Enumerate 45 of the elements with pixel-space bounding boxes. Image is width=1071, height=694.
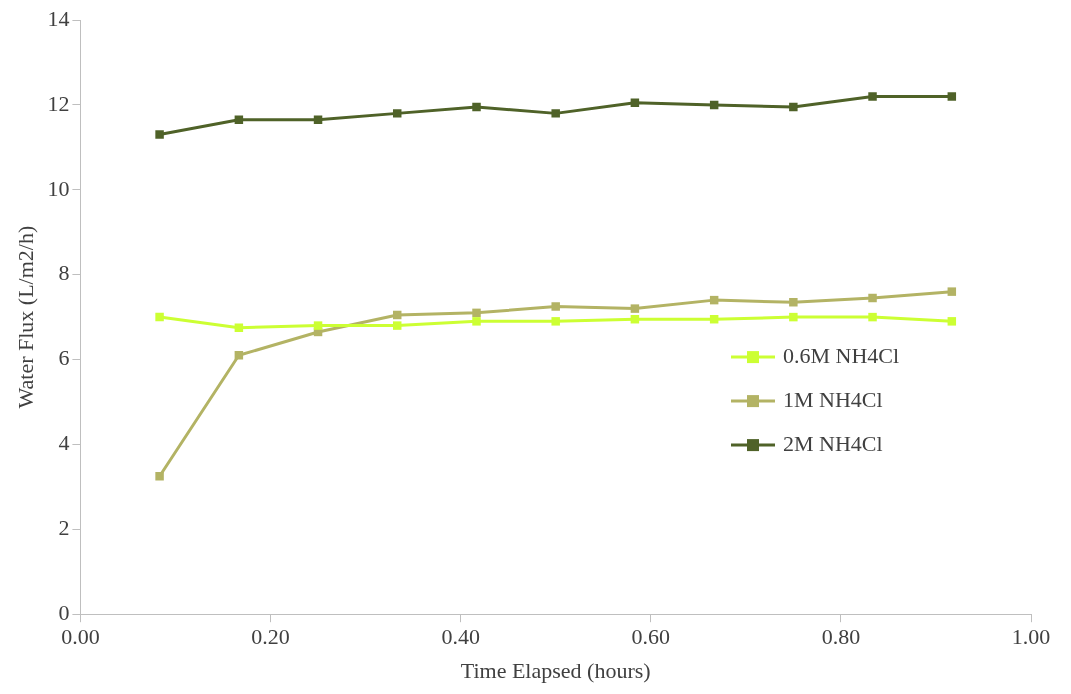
point xyxy=(472,308,481,318)
point xyxy=(868,312,877,322)
point xyxy=(472,102,481,112)
y-tick-label: 8 xyxy=(58,260,70,286)
x-tick-label: 1.00 xyxy=(1011,624,1051,650)
point xyxy=(313,321,323,330)
legend-label: 1M NH4Cl xyxy=(783,386,883,412)
point xyxy=(868,293,877,303)
y-axis-title: Water Flux (L/m2/h) xyxy=(12,225,38,409)
point xyxy=(868,92,877,101)
point xyxy=(789,312,798,322)
y-tick-label: 12 xyxy=(47,90,70,116)
point xyxy=(947,317,957,326)
point xyxy=(551,317,560,326)
point xyxy=(392,109,402,118)
x-tick-label: 0.00 xyxy=(61,624,100,650)
point xyxy=(551,109,560,118)
point xyxy=(947,287,957,296)
legend-label: 2M NH4Cl xyxy=(783,430,883,456)
point xyxy=(313,115,323,124)
point xyxy=(551,302,560,311)
x-tick-label: 0.20 xyxy=(251,624,290,650)
point xyxy=(234,323,244,332)
point xyxy=(155,472,164,481)
point xyxy=(630,304,640,313)
point xyxy=(392,321,402,330)
x-tick-label: 0.60 xyxy=(631,624,671,650)
point xyxy=(234,351,244,360)
x-tick-label: 0.80 xyxy=(821,624,861,650)
point xyxy=(472,317,481,326)
point xyxy=(947,92,957,101)
point xyxy=(234,115,244,124)
y-tick-label: 0 xyxy=(58,599,70,625)
point xyxy=(789,298,798,307)
x-tick-label: 0.40 xyxy=(441,624,480,650)
legend-label: 0.6M NH4Cl xyxy=(783,342,900,368)
point xyxy=(155,312,164,322)
y-tick-label: 2 xyxy=(58,515,70,541)
x-axis-title: Time Elapsed (hours) xyxy=(460,657,651,683)
y-tick-label: 14 xyxy=(47,5,70,31)
y-tick-label: 10 xyxy=(47,175,70,201)
point xyxy=(789,102,798,112)
y-tick-label: 4 xyxy=(58,430,70,456)
point xyxy=(155,130,164,139)
y-tick-label: 6 xyxy=(58,345,70,371)
